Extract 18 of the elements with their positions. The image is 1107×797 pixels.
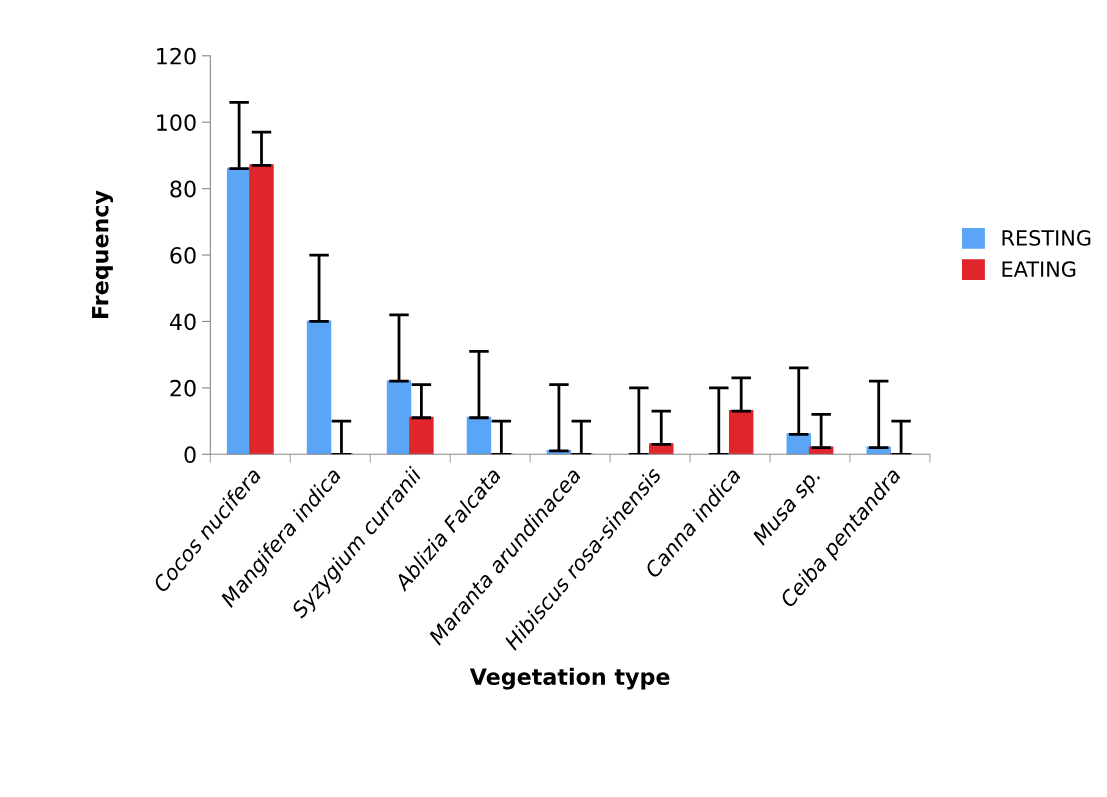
bar: [306, 320, 332, 455]
y-tick-label: 80: [170, 180, 196, 198]
y-axis-title: Frequency: [92, 190, 114, 319]
legend-label: RESTING: [1002, 230, 1091, 246]
y-tick-label: 0: [184, 446, 196, 464]
x-axis-title: Vegetation type: [469, 667, 670, 690]
y-tick-label: 120: [157, 47, 196, 65]
y-tick-label: 20: [170, 379, 196, 397]
legend-label: EATING: [1002, 261, 1076, 277]
bar: [466, 416, 492, 455]
bar: [249, 164, 274, 455]
bar: [728, 410, 754, 455]
y-tick-label: 60: [170, 246, 196, 264]
bar: [409, 416, 434, 455]
y-tick-label: 40: [169, 313, 196, 331]
bar: [226, 167, 252, 455]
bar: [386, 380, 412, 455]
y-tick-label: 100: [157, 114, 196, 131]
